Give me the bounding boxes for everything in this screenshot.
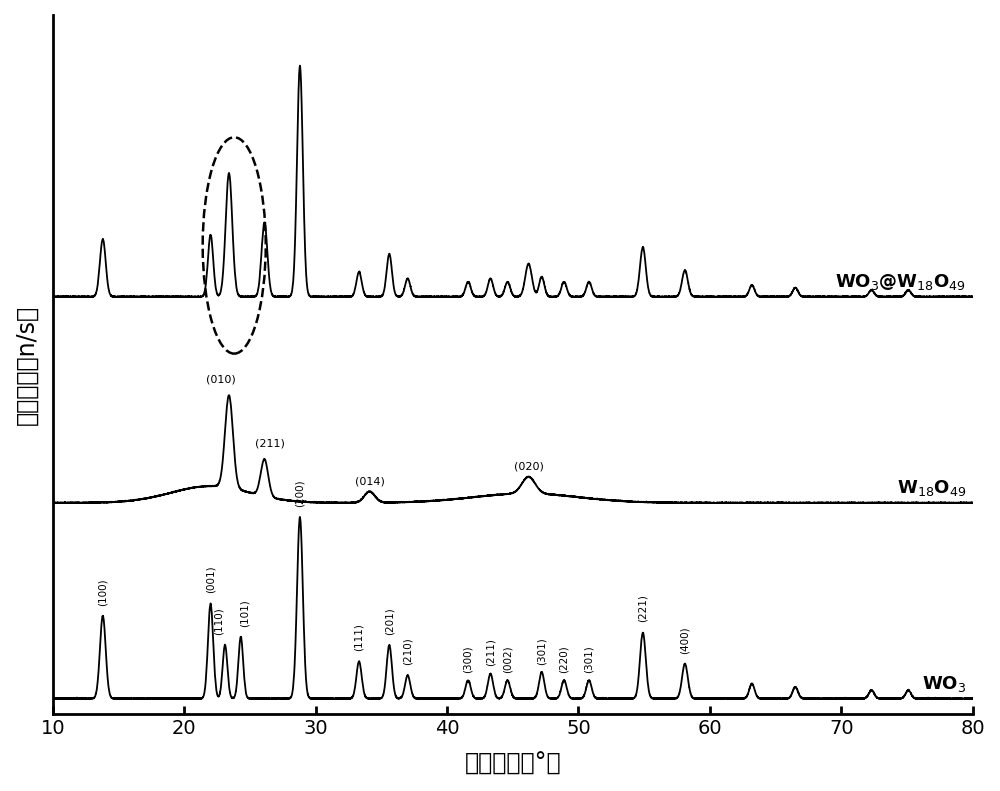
Text: (301): (301)	[584, 645, 594, 673]
Text: (211): (211)	[485, 638, 495, 666]
Text: (210): (210)	[403, 638, 413, 665]
X-axis label: 衍射角度（°）: 衍射角度（°）	[464, 752, 561, 776]
Text: (110): (110)	[213, 607, 223, 634]
Text: (220): (220)	[559, 645, 569, 672]
Text: (111): (111)	[354, 623, 364, 651]
Text: (301): (301)	[537, 637, 547, 664]
Text: (201): (201)	[384, 607, 394, 635]
Text: (400): (400)	[680, 626, 690, 654]
Text: (014): (014)	[355, 476, 384, 486]
Y-axis label: 衍射强度（n/s）: 衍射强度（n/s）	[15, 305, 39, 425]
Text: WO$_3$@W$_{18}$O$_{49}$: WO$_3$@W$_{18}$O$_{49}$	[835, 272, 966, 292]
Text: (101): (101)	[240, 599, 250, 626]
Text: W$_{18}$O$_{49}$: W$_{18}$O$_{49}$	[897, 478, 966, 498]
Text: (211): (211)	[255, 439, 285, 448]
Text: (200): (200)	[295, 479, 305, 507]
Text: (300): (300)	[463, 645, 473, 673]
Text: (020): (020)	[514, 462, 543, 472]
Text: (221): (221)	[638, 594, 648, 623]
Text: (002): (002)	[503, 645, 513, 672]
Text: (010): (010)	[206, 375, 236, 385]
Text: WO$_3$: WO$_3$	[922, 674, 966, 694]
Text: (100): (100)	[98, 578, 108, 606]
Text: (001): (001)	[206, 566, 216, 593]
